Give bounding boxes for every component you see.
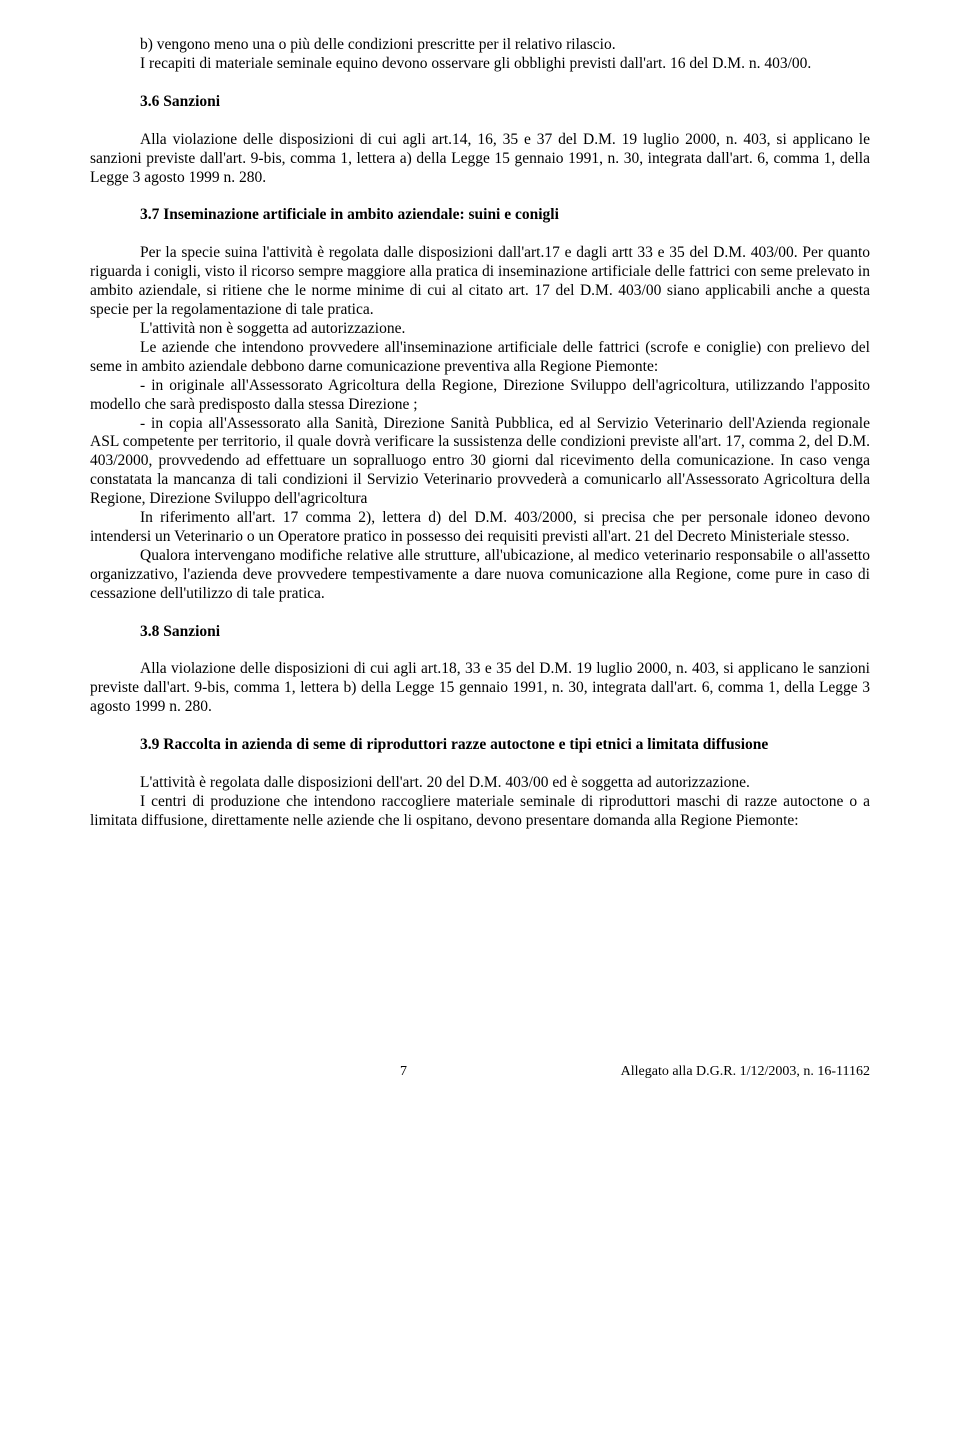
section-3-6-title: 3.6 Sanzioni: [90, 93, 870, 112]
section-3-7-p6: In riferimento all'art. 17 comma 2), let…: [90, 509, 870, 547]
section-3-7-p4: - in originale all'Assessorato Agricoltu…: [90, 377, 870, 415]
section-3-6-p1: Alla violazione delle disposizioni di cu…: [90, 131, 870, 188]
section-3-8-p1: Alla violazione delle disposizioni di cu…: [90, 660, 870, 717]
item-b-line2: I recapiti di materiale seminale equino …: [90, 55, 870, 74]
section-3-7-p5: - in copia all'Assessorato alla Sanità, …: [90, 415, 870, 510]
section-3-9-title: 3.9 Raccolta in azienda di seme di ripro…: [90, 736, 870, 755]
section-3-9-p1: L'attività è regolata dalle disposizioni…: [90, 774, 870, 793]
section-3-7-p7: Qualora intervengano modifiche relative …: [90, 547, 870, 604]
page-footer: 7 Allegato alla D.G.R. 1/12/2003, n. 16-…: [90, 1063, 870, 1080]
footer-page-number: 7: [400, 1063, 407, 1080]
section-3-7-p3: Le aziende che intendono provvedere all'…: [90, 339, 870, 377]
section-3-9-p2: I centri di produzione che intendono rac…: [90, 793, 870, 831]
section-3-7-p1: Per la specie suina l'attività è regolat…: [90, 244, 870, 320]
section-3-7-title: 3.7 Inseminazione artificiale in ambito …: [90, 206, 870, 225]
item-b-line1: b) vengono meno una o più delle condizio…: [90, 36, 870, 55]
section-3-7-p2: L'attività non è soggetta ad autorizzazi…: [90, 320, 870, 339]
section-3-8-title: 3.8 Sanzioni: [90, 623, 870, 642]
footer-reference: Allegato alla D.G.R. 1/12/2003, n. 16-11…: [621, 1063, 870, 1080]
